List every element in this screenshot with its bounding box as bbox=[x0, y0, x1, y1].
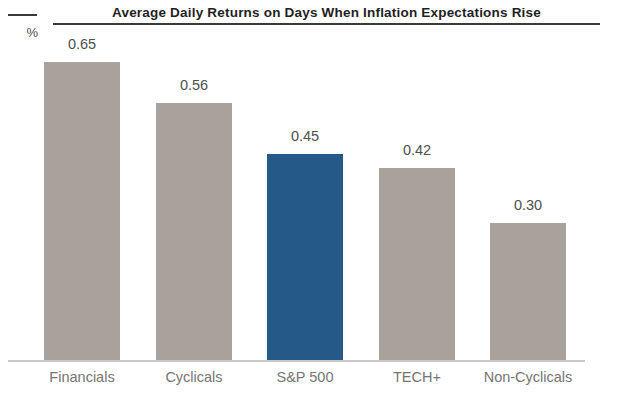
bar-value-label-non-cyclicals: 0.30 bbox=[468, 196, 588, 214]
y-axis-top-tick bbox=[8, 14, 37, 16]
bar-cyclicals bbox=[156, 103, 232, 361]
x-axis-line bbox=[8, 360, 585, 362]
bar-tech bbox=[379, 168, 455, 361]
bar-non-cyclicals bbox=[490, 223, 566, 361]
bar-value-label-tech: 0.42 bbox=[357, 141, 477, 159]
x-axis-label-non-cyclicals: Non-Cyclicals bbox=[458, 368, 598, 386]
bar-value-label-cyclicals: 0.56 bbox=[134, 76, 254, 94]
bar-financials bbox=[44, 62, 120, 361]
bar-value-label-financials: 0.65 bbox=[22, 35, 142, 53]
bar-value-label-s-p-500: 0.45 bbox=[245, 127, 365, 145]
chart-title: Average Daily Returns on Days When Infla… bbox=[112, 5, 541, 20]
bar-s-p-500 bbox=[267, 154, 343, 361]
chart: Average Daily Returns on Days When Infla… bbox=[0, 0, 640, 400]
chart-title-block: Average Daily Returns on Days When Infla… bbox=[53, 3, 600, 25]
